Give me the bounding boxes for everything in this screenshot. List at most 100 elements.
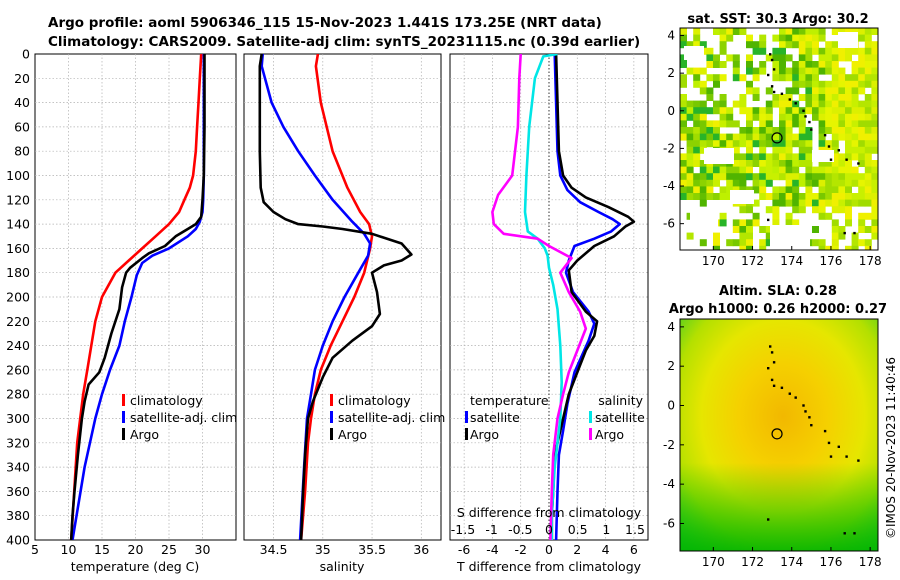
sst-cell bbox=[680, 100, 687, 108]
sst-cell bbox=[864, 239, 872, 247]
sst-cell bbox=[838, 153, 846, 161]
sst-cell bbox=[680, 179, 687, 187]
sst-cell bbox=[765, 140, 773, 148]
sst-cell bbox=[732, 133, 740, 141]
sst-cell bbox=[746, 206, 753, 214]
sst-cell bbox=[732, 160, 740, 167]
sst-cell bbox=[752, 94, 760, 101]
salinity-panel: 34.5 35 35.5 36 salinity climatology satell… bbox=[243, 53, 445, 574]
sst-cell bbox=[752, 212, 760, 220]
sst-cell bbox=[693, 28, 701, 35]
island-dot bbox=[767, 518, 770, 521]
sst-cell bbox=[818, 127, 826, 134]
sst-argo-marker bbox=[771, 132, 783, 144]
sst-cell bbox=[785, 100, 793, 108]
y-tick-label: -4 bbox=[663, 477, 675, 491]
sst-cell bbox=[772, 153, 780, 161]
sst-cell bbox=[706, 47, 714, 55]
sst-cell bbox=[864, 245, 872, 250]
sst-cell bbox=[851, 80, 859, 88]
sst-cell bbox=[845, 153, 852, 161]
x-tick-label: -6 bbox=[458, 542, 471, 557]
sst-cell bbox=[726, 193, 734, 200]
sst-cell bbox=[752, 160, 760, 167]
sst-cell bbox=[871, 120, 878, 128]
sst-cell bbox=[680, 113, 687, 121]
sst-cell bbox=[798, 94, 806, 101]
sst-cell bbox=[713, 140, 720, 148]
sst-cell bbox=[779, 47, 786, 55]
sst-cell bbox=[686, 41, 694, 49]
sst-cell bbox=[699, 160, 707, 167]
island-dot bbox=[767, 218, 770, 222]
sst-cell bbox=[798, 80, 806, 88]
sst-cell bbox=[825, 100, 833, 108]
salinity-grid bbox=[244, 54, 441, 540]
island-dot bbox=[810, 128, 813, 131]
s-tick-label: 1 bbox=[602, 522, 610, 537]
sla-argo-marker bbox=[771, 428, 783, 440]
sst-cell bbox=[719, 94, 727, 101]
sst-cell bbox=[699, 87, 707, 95]
sst-cell bbox=[699, 179, 707, 187]
sst-cell bbox=[739, 153, 747, 161]
sst-cell bbox=[871, 133, 878, 141]
sst-cell bbox=[739, 94, 747, 101]
sst-cell bbox=[732, 153, 740, 161]
sst-cell bbox=[845, 127, 852, 134]
sst-cell bbox=[680, 186, 687, 194]
series-temperature-argo bbox=[550, 54, 636, 540]
sst-cell bbox=[752, 199, 760, 207]
sst-cell bbox=[798, 113, 806, 121]
sst-cell bbox=[726, 28, 734, 35]
sst-cell bbox=[693, 173, 701, 181]
sla-map-ticks: 170 172 174 176 178 4 2 0 -2 -4 -6 bbox=[663, 320, 882, 569]
sst-cell bbox=[851, 232, 859, 240]
sst-cell bbox=[732, 140, 740, 148]
sst-cell bbox=[805, 80, 813, 88]
sst-cell bbox=[858, 34, 866, 42]
sst-cell bbox=[798, 54, 806, 62]
y-tick-label: -6 bbox=[663, 217, 675, 231]
sst-cell bbox=[752, 107, 760, 115]
temperature-ticks: 0 20 40 60 80 100 120 140 160 180 200 220 240 260 280 3… bbox=[6, 47, 210, 558]
sst-cell bbox=[785, 199, 793, 207]
sst-cell bbox=[772, 199, 780, 207]
x-tick-label: 178 bbox=[859, 555, 882, 569]
sst-cell bbox=[785, 160, 793, 167]
sst-cell bbox=[779, 186, 786, 194]
sst-cell bbox=[831, 94, 839, 101]
sst-cell bbox=[706, 74, 714, 82]
sst-cell bbox=[838, 160, 846, 167]
sst-cell bbox=[805, 140, 813, 148]
y-tick-label: 360 bbox=[6, 484, 30, 499]
sst-cell bbox=[851, 199, 859, 207]
sst-cell bbox=[825, 47, 833, 55]
difference-panel: -6 -4 -2 0 2 4 6 T difference from climatology… bbox=[449, 53, 649, 574]
sst-cell bbox=[805, 107, 813, 115]
sst-cell bbox=[805, 186, 813, 194]
sst-missing-patch bbox=[684, 46, 704, 60]
sst-cell bbox=[779, 74, 786, 82]
series-argo bbox=[69, 54, 206, 540]
sst-cell bbox=[831, 186, 839, 194]
sst-cell bbox=[845, 94, 852, 101]
y-tick-label: 340 bbox=[6, 460, 30, 475]
sst-cell bbox=[851, 153, 859, 161]
sst-cell bbox=[765, 193, 773, 200]
sst-cell bbox=[719, 166, 727, 174]
sst-cell bbox=[831, 87, 839, 95]
sst-cell bbox=[746, 146, 753, 154]
sst-cell bbox=[759, 41, 767, 49]
legend-satellite-adj-clim: satellite-adj. clim bbox=[338, 410, 445, 425]
sst-cell bbox=[726, 173, 734, 181]
sst-cell bbox=[785, 41, 793, 49]
sst-cell bbox=[864, 193, 872, 200]
sst-cell bbox=[719, 47, 727, 55]
sst-cell bbox=[706, 54, 714, 62]
sst-cell bbox=[845, 173, 852, 181]
x-tick-label: 176 bbox=[819, 555, 842, 569]
sst-cell bbox=[805, 160, 813, 167]
sst-cell bbox=[858, 160, 866, 167]
sst-cell bbox=[779, 193, 786, 200]
